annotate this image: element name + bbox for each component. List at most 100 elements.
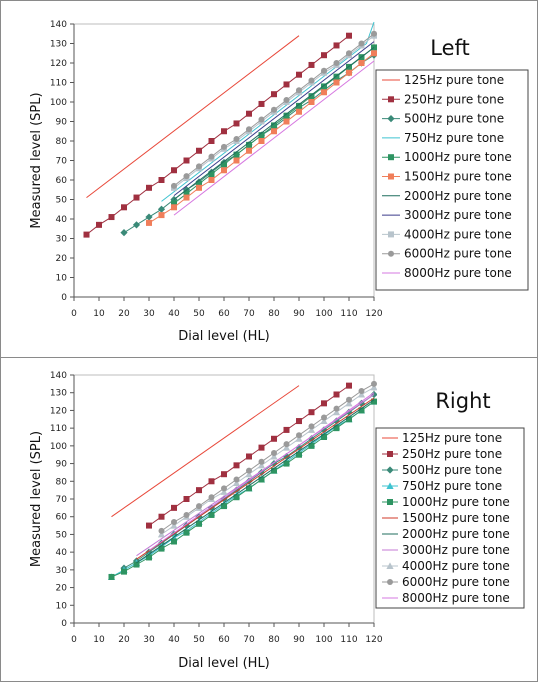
legend-entry-3000hz-pure-tone: 3000Hz pure tone [404,208,512,222]
data-point-6000hz-pure-tone [171,519,177,526]
legend-marker-4000hz-pure-tone [388,231,394,238]
y-tick-label: 70 [56,495,68,505]
data-point-250hz-pure-tone [308,61,315,68]
series-line-8000hz-pure-tone [148,392,375,551]
legend-entry-8000hz-pure-tone: 8000Hz pure tone [402,591,510,605]
data-point-1000hz-pure-tone [258,132,265,139]
y-tick-label: 130 [50,389,67,399]
data-point-4000hz-pure-tone [332,408,341,416]
x-tick-label: 40 [168,309,180,319]
y-tick-label: 140 [50,20,67,30]
data-point-250hz-pure-tone [333,42,340,49]
legend-box [375,69,529,291]
data-point-500hz-pure-tone [320,426,328,434]
series-group [83,21,377,238]
series-line-125hz-pure-tone [111,385,300,518]
data-point-1500hz-pure-tone [233,157,240,164]
data-point-1000hz-pure-tone [333,73,340,80]
legend-marker-1000hz-pure-tone [387,499,393,505]
data-point-1000hz-pure-tone [158,545,165,552]
series-line-1500hz-pure-tone [136,397,375,560]
y-tick-label: 100 [50,442,67,452]
legend-marker-6000hz-pure-tone [387,579,393,585]
data-point-1000hz-pure-tone [108,573,115,580]
data-point-6000hz-pure-tone [208,153,215,160]
data-point-1500hz-pure-tone [196,184,202,191]
data-point-1500hz-pure-tone [171,204,177,211]
series-line-125hz-pure-tone [86,35,300,198]
data-point-1500hz-pure-tone [308,99,315,105]
y-tick-label: 20 [56,254,68,264]
y-tick-label: 40 [56,215,68,225]
data-point-6000hz-pure-tone [183,511,190,518]
legend: 125Hz pure tone 250Hz pure tone 500Hz pure… [375,427,525,609]
data-point-4000hz-pure-tone [295,435,303,442]
data-point-6000hz-pure-tone [358,387,365,394]
legend-entry-125hz-pure-tone: 125Hz pure tone [404,73,504,87]
data-point-4000hz-pure-tone [170,521,178,529]
x-axis-label: Dial level (HL) [178,656,270,671]
data-point-4000hz-pure-tone [370,383,377,391]
legend-entry-1000hz-pure-tone: 1000Hz pure tone [404,150,512,164]
data-point-6000hz-pure-tone [346,396,352,403]
y-tick-label: 40 [56,548,68,558]
data-point-1000hz-pure-tone [183,190,190,197]
data-point-6000hz-pure-tone [333,60,340,66]
data-point-4000hz-pure-tone [157,530,166,538]
data-point-1000hz-pure-tone [321,434,327,440]
data-point-250hz-pure-tone [158,513,165,520]
x-tick-label: 110 [340,309,357,319]
data-point-6000hz-pure-tone [333,405,340,412]
legend-entry-500hz-pure-tone: 500Hz pure tone [402,463,502,477]
y-axis-label: Measured level (SPL) [29,431,44,567]
x-tick-label: 60 [218,309,230,319]
x-tick-label: 50 [193,635,205,645]
data-point-6000hz-pure-tone [196,503,202,510]
data-point-1000hz-pure-tone [208,171,215,178]
data-point-1000hz-pure-tone [133,561,140,568]
data-point-250hz-pure-tone [296,71,302,78]
data-point-4000hz-pure-tone [307,426,316,433]
legend-entry-125hz-pure-tone: 125Hz pure tone [402,431,502,445]
data-point-4000hz-pure-tone [232,479,241,487]
data-point-1000hz-pure-tone [271,122,277,129]
data-point-250hz-pure-tone [246,110,252,117]
data-point-6000hz-pure-tone [208,494,215,501]
data-point-1000hz-pure-tone [358,407,365,414]
x-tick-label: 40 [168,635,180,645]
data-point-1000hz-pure-tone [121,568,127,575]
data-point-1000hz-pure-tone [321,83,327,90]
legend-entry-4000hz-pure-tone: 4000Hz pure tone [404,227,512,241]
data-point-1000hz-pure-tone [196,180,202,187]
x-tick-label: 100 [315,309,332,319]
data-point-250hz-pure-tone [346,382,352,389]
series-line-750hz-pure-tone [111,401,375,578]
legend-entry-4000hz-pure-tone: 4000Hz pure tone [402,559,510,573]
data-point-1500hz-pure-tone [296,108,302,115]
data-point-6000hz-pure-tone [196,163,202,170]
data-point-6000hz-pure-tone [371,380,377,387]
data-point-6000hz-pure-tone [358,40,365,47]
x-tick-label: 70 [243,309,255,319]
panel-title: Right [435,389,490,413]
legend-entry-8000hz-pure-tone: 8000Hz pure tone [404,266,512,280]
legend-marker-250hz-pure-tone [388,96,394,103]
y-tick-label: 130 [50,40,67,50]
data-point-1500hz-pure-tone [183,194,190,201]
data-point-250hz-pure-tone [346,32,352,39]
series-line-1000hz-pure-tone [111,401,375,578]
legend-marker-6000hz-pure-tone [388,250,394,257]
data-point-1000hz-pure-tone [283,112,290,119]
data-point-1000hz-pure-tone [233,494,240,501]
series-line-3000hz-pure-tone [173,41,375,196]
data-point-6000hz-pure-tone [246,126,252,133]
panel-title: Left [430,36,470,60]
legend-entry-1000hz-pure-tone: 1000Hz pure tone [402,495,510,509]
data-point-4000hz-pure-tone [220,488,228,495]
data-point-250hz-pure-tone [246,453,252,460]
data-point-250hz-pure-tone [83,231,90,238]
data-point-500hz-pure-tone [145,213,153,221]
x-tick-label: 30 [143,635,155,645]
data-point-4000hz-pure-tone [345,399,353,407]
